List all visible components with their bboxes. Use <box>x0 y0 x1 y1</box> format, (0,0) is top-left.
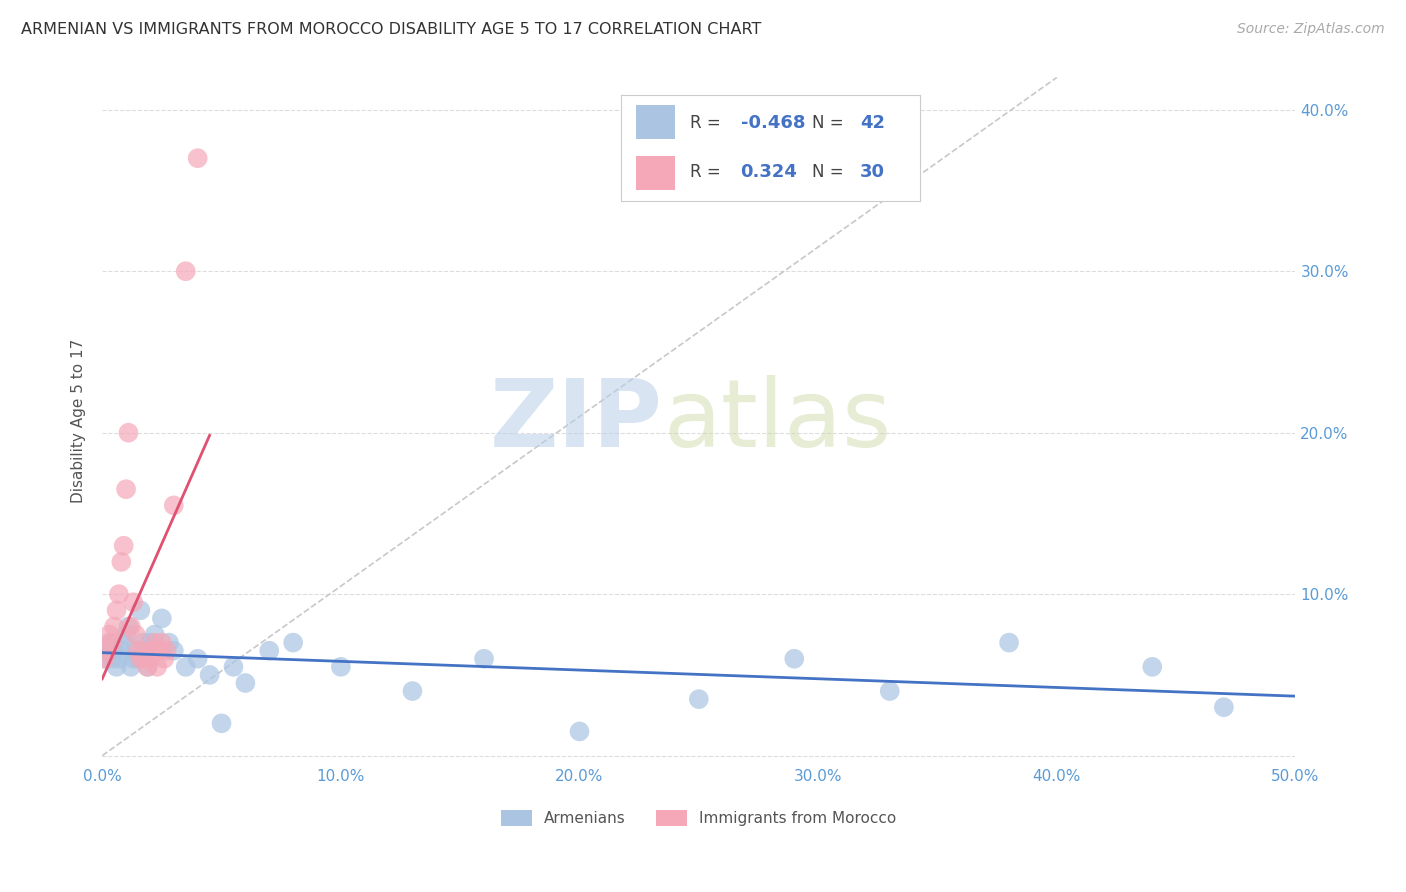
Point <box>146 660 169 674</box>
Point <box>124 643 146 657</box>
Point <box>235 676 257 690</box>
Point <box>98 635 121 649</box>
Point <box>187 652 209 666</box>
Point <box>157 635 180 649</box>
Point <box>103 619 125 633</box>
Point <box>105 603 128 617</box>
Point <box>783 652 806 666</box>
Point <box>1142 660 1164 674</box>
Point <box>259 643 281 657</box>
Point <box>127 652 149 666</box>
Point <box>998 635 1021 649</box>
Point <box>198 668 221 682</box>
Point <box>132 635 155 649</box>
Point <box>129 652 152 666</box>
Point <box>110 643 132 657</box>
Point <box>103 643 125 657</box>
Point <box>93 652 115 666</box>
Point <box>141 643 163 657</box>
Point <box>143 627 166 641</box>
Text: atlas: atlas <box>664 375 891 467</box>
Point <box>187 151 209 165</box>
Point <box>100 635 122 649</box>
Text: ZIP: ZIP <box>491 375 664 467</box>
Point <box>1212 700 1234 714</box>
Point <box>127 643 149 657</box>
Y-axis label: Disability Age 5 to 17: Disability Age 5 to 17 <box>72 338 86 503</box>
Point <box>139 652 162 666</box>
Point <box>143 635 166 649</box>
Point <box>139 635 162 649</box>
Point <box>117 619 139 633</box>
Point <box>879 684 901 698</box>
Point <box>110 555 132 569</box>
Point <box>148 643 170 657</box>
Point <box>112 539 135 553</box>
Point <box>120 619 142 633</box>
Point <box>108 652 131 666</box>
Point <box>174 660 197 674</box>
Point <box>688 692 710 706</box>
Point <box>163 499 186 513</box>
Point <box>132 643 155 657</box>
Text: Source: ZipAtlas.com: Source: ZipAtlas.com <box>1237 22 1385 37</box>
Point <box>153 652 176 666</box>
Point <box>122 652 145 666</box>
Point <box>98 627 121 641</box>
Point <box>281 635 304 649</box>
Point <box>93 652 115 666</box>
Point <box>156 643 179 657</box>
Point <box>129 603 152 617</box>
Point <box>134 652 156 666</box>
Point <box>112 635 135 649</box>
Point <box>401 684 423 698</box>
Point <box>108 587 131 601</box>
Point <box>150 635 173 649</box>
Point <box>117 425 139 440</box>
Point <box>124 627 146 641</box>
Point <box>115 627 138 641</box>
Point <box>115 482 138 496</box>
Point <box>105 660 128 674</box>
Point <box>329 660 352 674</box>
Point <box>134 643 156 657</box>
Point <box>96 643 118 657</box>
Point <box>136 660 159 674</box>
Point <box>96 643 118 657</box>
Text: ARMENIAN VS IMMIGRANTS FROM MOROCCO DISABILITY AGE 5 TO 17 CORRELATION CHART: ARMENIAN VS IMMIGRANTS FROM MOROCCO DISA… <box>21 22 762 37</box>
Point <box>211 716 233 731</box>
Point <box>222 660 245 674</box>
Point <box>120 660 142 674</box>
Point <box>122 595 145 609</box>
Point <box>174 264 197 278</box>
Legend: Armenians, Immigrants from Morocco: Armenians, Immigrants from Morocco <box>495 804 903 832</box>
Point <box>100 652 122 666</box>
Point <box>568 724 591 739</box>
Point <box>150 611 173 625</box>
Point <box>163 643 186 657</box>
Point <box>472 652 495 666</box>
Point <box>136 660 159 674</box>
